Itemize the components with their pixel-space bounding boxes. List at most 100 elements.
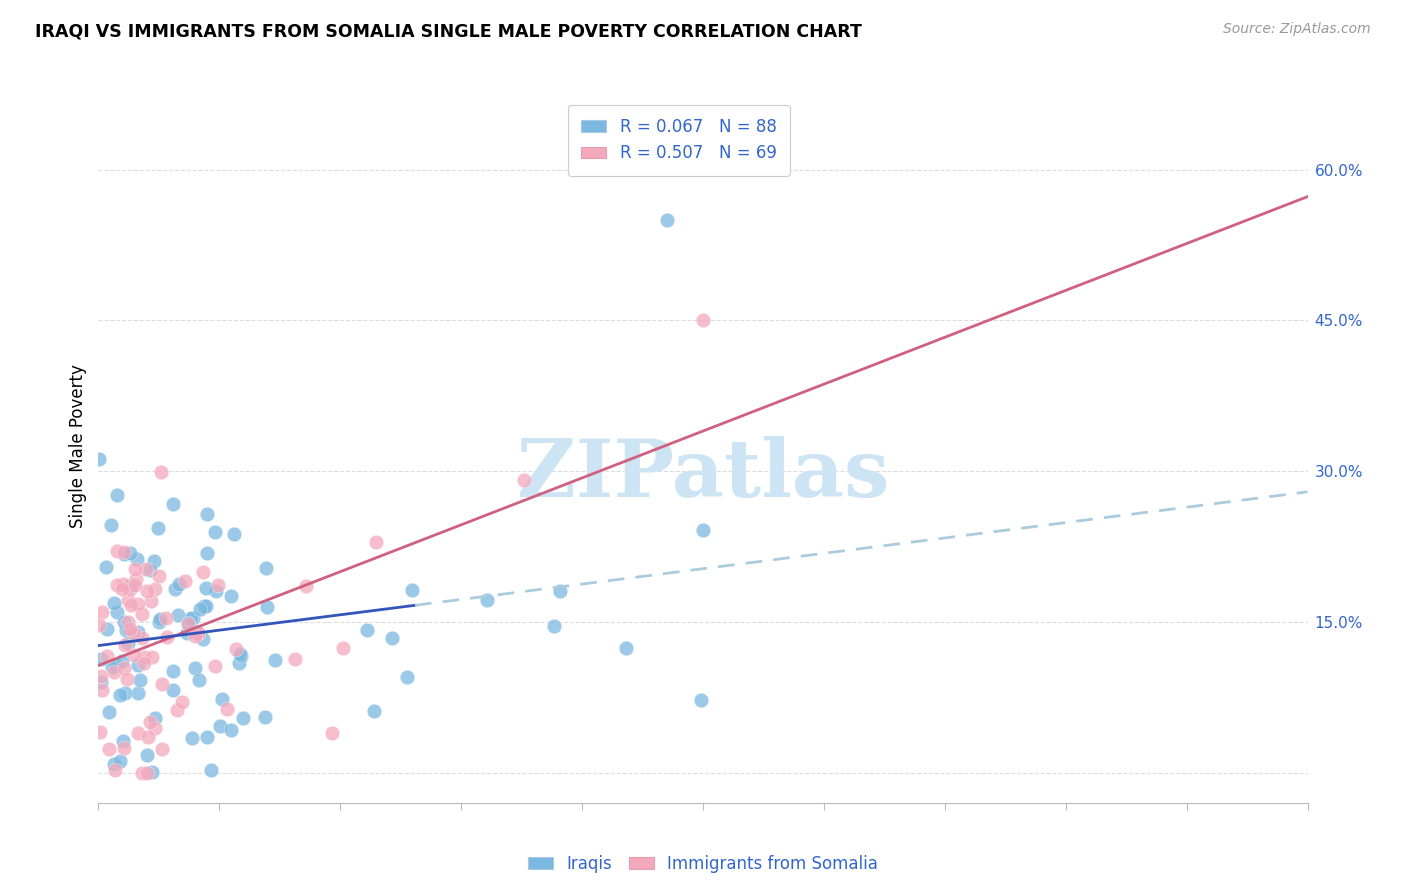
Point xyxy=(127,625,149,640)
Point xyxy=(118,582,141,596)
Point xyxy=(115,623,138,637)
Point xyxy=(89,618,111,632)
Point xyxy=(616,640,638,655)
Point xyxy=(150,677,173,691)
Point xyxy=(135,765,157,780)
Point xyxy=(150,742,173,756)
Point xyxy=(132,657,155,671)
Point xyxy=(129,673,152,688)
Point xyxy=(183,661,205,675)
Point xyxy=(513,473,536,487)
Point xyxy=(150,465,173,479)
Text: IRAQI VS IMMIGRANTS FROM SOMALIA SINGLE MALE POVERTY CORRELATION CHART: IRAQI VS IMMIGRANTS FROM SOMALIA SINGLE … xyxy=(35,22,862,40)
Point xyxy=(655,212,678,227)
Point xyxy=(207,578,229,592)
Point xyxy=(187,625,209,640)
Point xyxy=(356,624,378,638)
Point xyxy=(110,654,132,668)
Point xyxy=(211,692,233,706)
Point xyxy=(127,551,149,566)
Point xyxy=(204,525,226,540)
Point xyxy=(112,734,135,748)
Point xyxy=(134,649,156,664)
Point xyxy=(165,582,187,596)
Point xyxy=(118,545,141,559)
Point xyxy=(692,523,714,537)
Point xyxy=(105,488,128,502)
Point xyxy=(155,611,177,625)
Point xyxy=(90,652,112,666)
Point xyxy=(131,631,153,645)
Point xyxy=(188,673,211,687)
Point xyxy=(184,629,207,643)
Point xyxy=(90,674,112,689)
Point xyxy=(191,632,214,646)
Point xyxy=(180,611,202,625)
Point xyxy=(195,507,218,521)
Point xyxy=(195,599,218,613)
Point xyxy=(162,682,184,697)
Point xyxy=(122,648,145,662)
Point xyxy=(195,581,218,595)
Point xyxy=(321,726,343,740)
Point xyxy=(162,665,184,679)
Point xyxy=(105,578,128,592)
Point xyxy=(477,592,499,607)
Point xyxy=(181,611,204,625)
Point xyxy=(172,695,194,709)
Point xyxy=(183,624,205,639)
Point xyxy=(131,607,153,621)
Text: ZIPatlas: ZIPatlas xyxy=(517,435,889,514)
Point xyxy=(124,578,146,592)
Point xyxy=(120,622,142,636)
Point xyxy=(366,535,388,549)
Point xyxy=(90,682,112,697)
Point xyxy=(108,754,131,768)
Point xyxy=(136,730,159,744)
Point xyxy=(543,619,565,633)
Point xyxy=(363,705,385,719)
Point xyxy=(112,661,135,675)
Point xyxy=(101,660,124,674)
Point xyxy=(166,703,188,717)
Point xyxy=(181,731,204,745)
Point xyxy=(139,714,162,729)
Point xyxy=(97,742,120,756)
Point xyxy=(110,582,132,596)
Point xyxy=(204,659,226,673)
Point xyxy=(135,747,157,762)
Point xyxy=(188,602,211,616)
Point xyxy=(117,636,139,650)
Point xyxy=(204,583,226,598)
Point xyxy=(143,553,166,567)
Text: Source: ZipAtlas.com: Source: ZipAtlas.com xyxy=(1223,22,1371,37)
Point xyxy=(231,648,253,663)
Point xyxy=(127,726,149,740)
Point xyxy=(176,625,198,640)
Point xyxy=(162,496,184,510)
Point xyxy=(104,763,127,777)
Point xyxy=(263,652,285,666)
Point xyxy=(125,572,148,586)
Point xyxy=(91,605,114,619)
Point xyxy=(156,631,179,645)
Point xyxy=(96,622,118,636)
Point xyxy=(117,622,139,636)
Point xyxy=(148,615,170,629)
Y-axis label: Single Male Poverty: Single Male Poverty xyxy=(69,364,87,528)
Point xyxy=(90,668,112,682)
Point xyxy=(195,546,218,560)
Point xyxy=(200,764,222,778)
Point xyxy=(122,626,145,640)
Point xyxy=(100,518,122,533)
Point xyxy=(228,656,250,670)
Point xyxy=(127,658,149,673)
Point xyxy=(87,452,110,467)
Point xyxy=(110,688,132,702)
Point xyxy=(193,599,215,613)
Point xyxy=(139,594,162,608)
Point xyxy=(105,605,128,619)
Legend: Iraqis, Immigrants from Somalia: Iraqis, Immigrants from Somalia xyxy=(522,848,884,880)
Point xyxy=(148,569,170,583)
Point xyxy=(112,741,135,756)
